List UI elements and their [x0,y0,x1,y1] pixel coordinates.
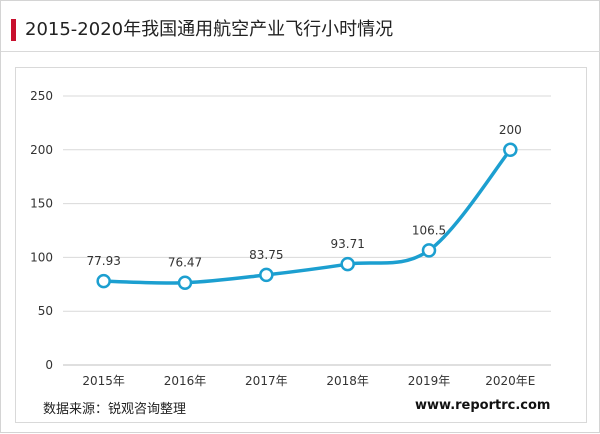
x-tick-label: 2020年E [485,374,535,388]
data-label: 200 [499,123,522,137]
chart-panel [15,67,587,423]
y-tick-label: 0 [45,358,53,372]
data-label: 76.47 [168,256,202,270]
page-title: 2015-2020年我国通用航空产业飞行小时情况 [25,19,394,40]
website-url[interactable]: www.reportrc.com [415,398,551,413]
data-source-note: 数据来源：锐观咨询整理 [43,402,187,417]
title-bar: 2015-2020年我国通用航空产业飞行小时情况 [1,1,600,53]
data-point-marker [96,273,111,289]
title-divider [1,51,600,52]
data-point-marker [340,256,355,272]
data-label: 106.5 [412,223,446,237]
y-tick-label: 50 [38,304,53,318]
data-point-marker [503,142,518,158]
y-tick-label: 100 [30,250,53,264]
y-tick-label: 150 [30,197,53,211]
x-tick-label: 2016年 [164,374,207,388]
data-point-marker [177,275,193,290]
series-line [101,148,513,285]
data-label: 77.93 [86,254,120,268]
data-label: 93.71 [330,237,364,251]
y-tick-label: 250 [30,89,53,103]
x-tick-label: 2019年 [408,374,451,388]
x-tick-label: 2017年 [245,374,288,388]
data-point-marker [259,267,274,283]
data-label: 83.75 [249,248,283,262]
title-accent-bar [11,19,16,41]
x-tick-label: 2018年 [326,374,369,388]
x-tick-label: 2015年 [82,374,125,388]
data-point-marker [421,243,437,258]
y-tick-label: 200 [30,143,53,157]
